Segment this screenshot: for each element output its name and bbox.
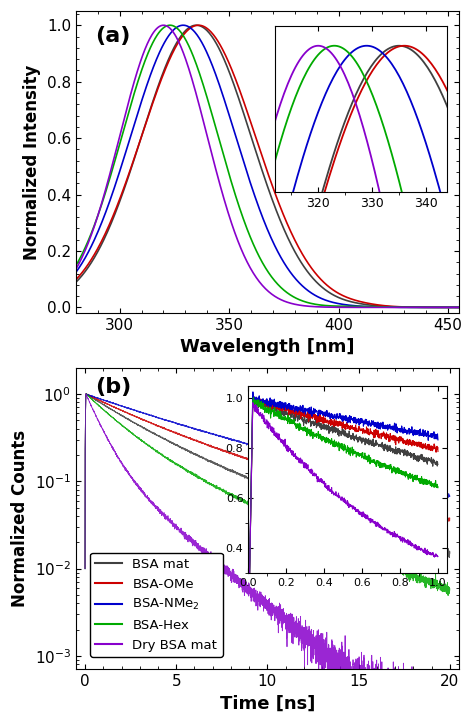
- Text: (b): (b): [95, 376, 131, 397]
- Text: (a): (a): [95, 26, 130, 46]
- X-axis label: Time [ns]: Time [ns]: [220, 695, 315, 713]
- Legend: BSA mat, BSA-OMe, BSA-NMe$_2$, BSA-Hex, Dry BSA mat: BSA mat, BSA-OMe, BSA-NMe$_2$, BSA-Hex, …: [90, 553, 222, 657]
- X-axis label: Wavelength [nm]: Wavelength [nm]: [180, 338, 355, 356]
- Y-axis label: Normalized Counts: Normalized Counts: [11, 430, 29, 607]
- Y-axis label: Normalized Intensity: Normalized Intensity: [23, 64, 41, 260]
